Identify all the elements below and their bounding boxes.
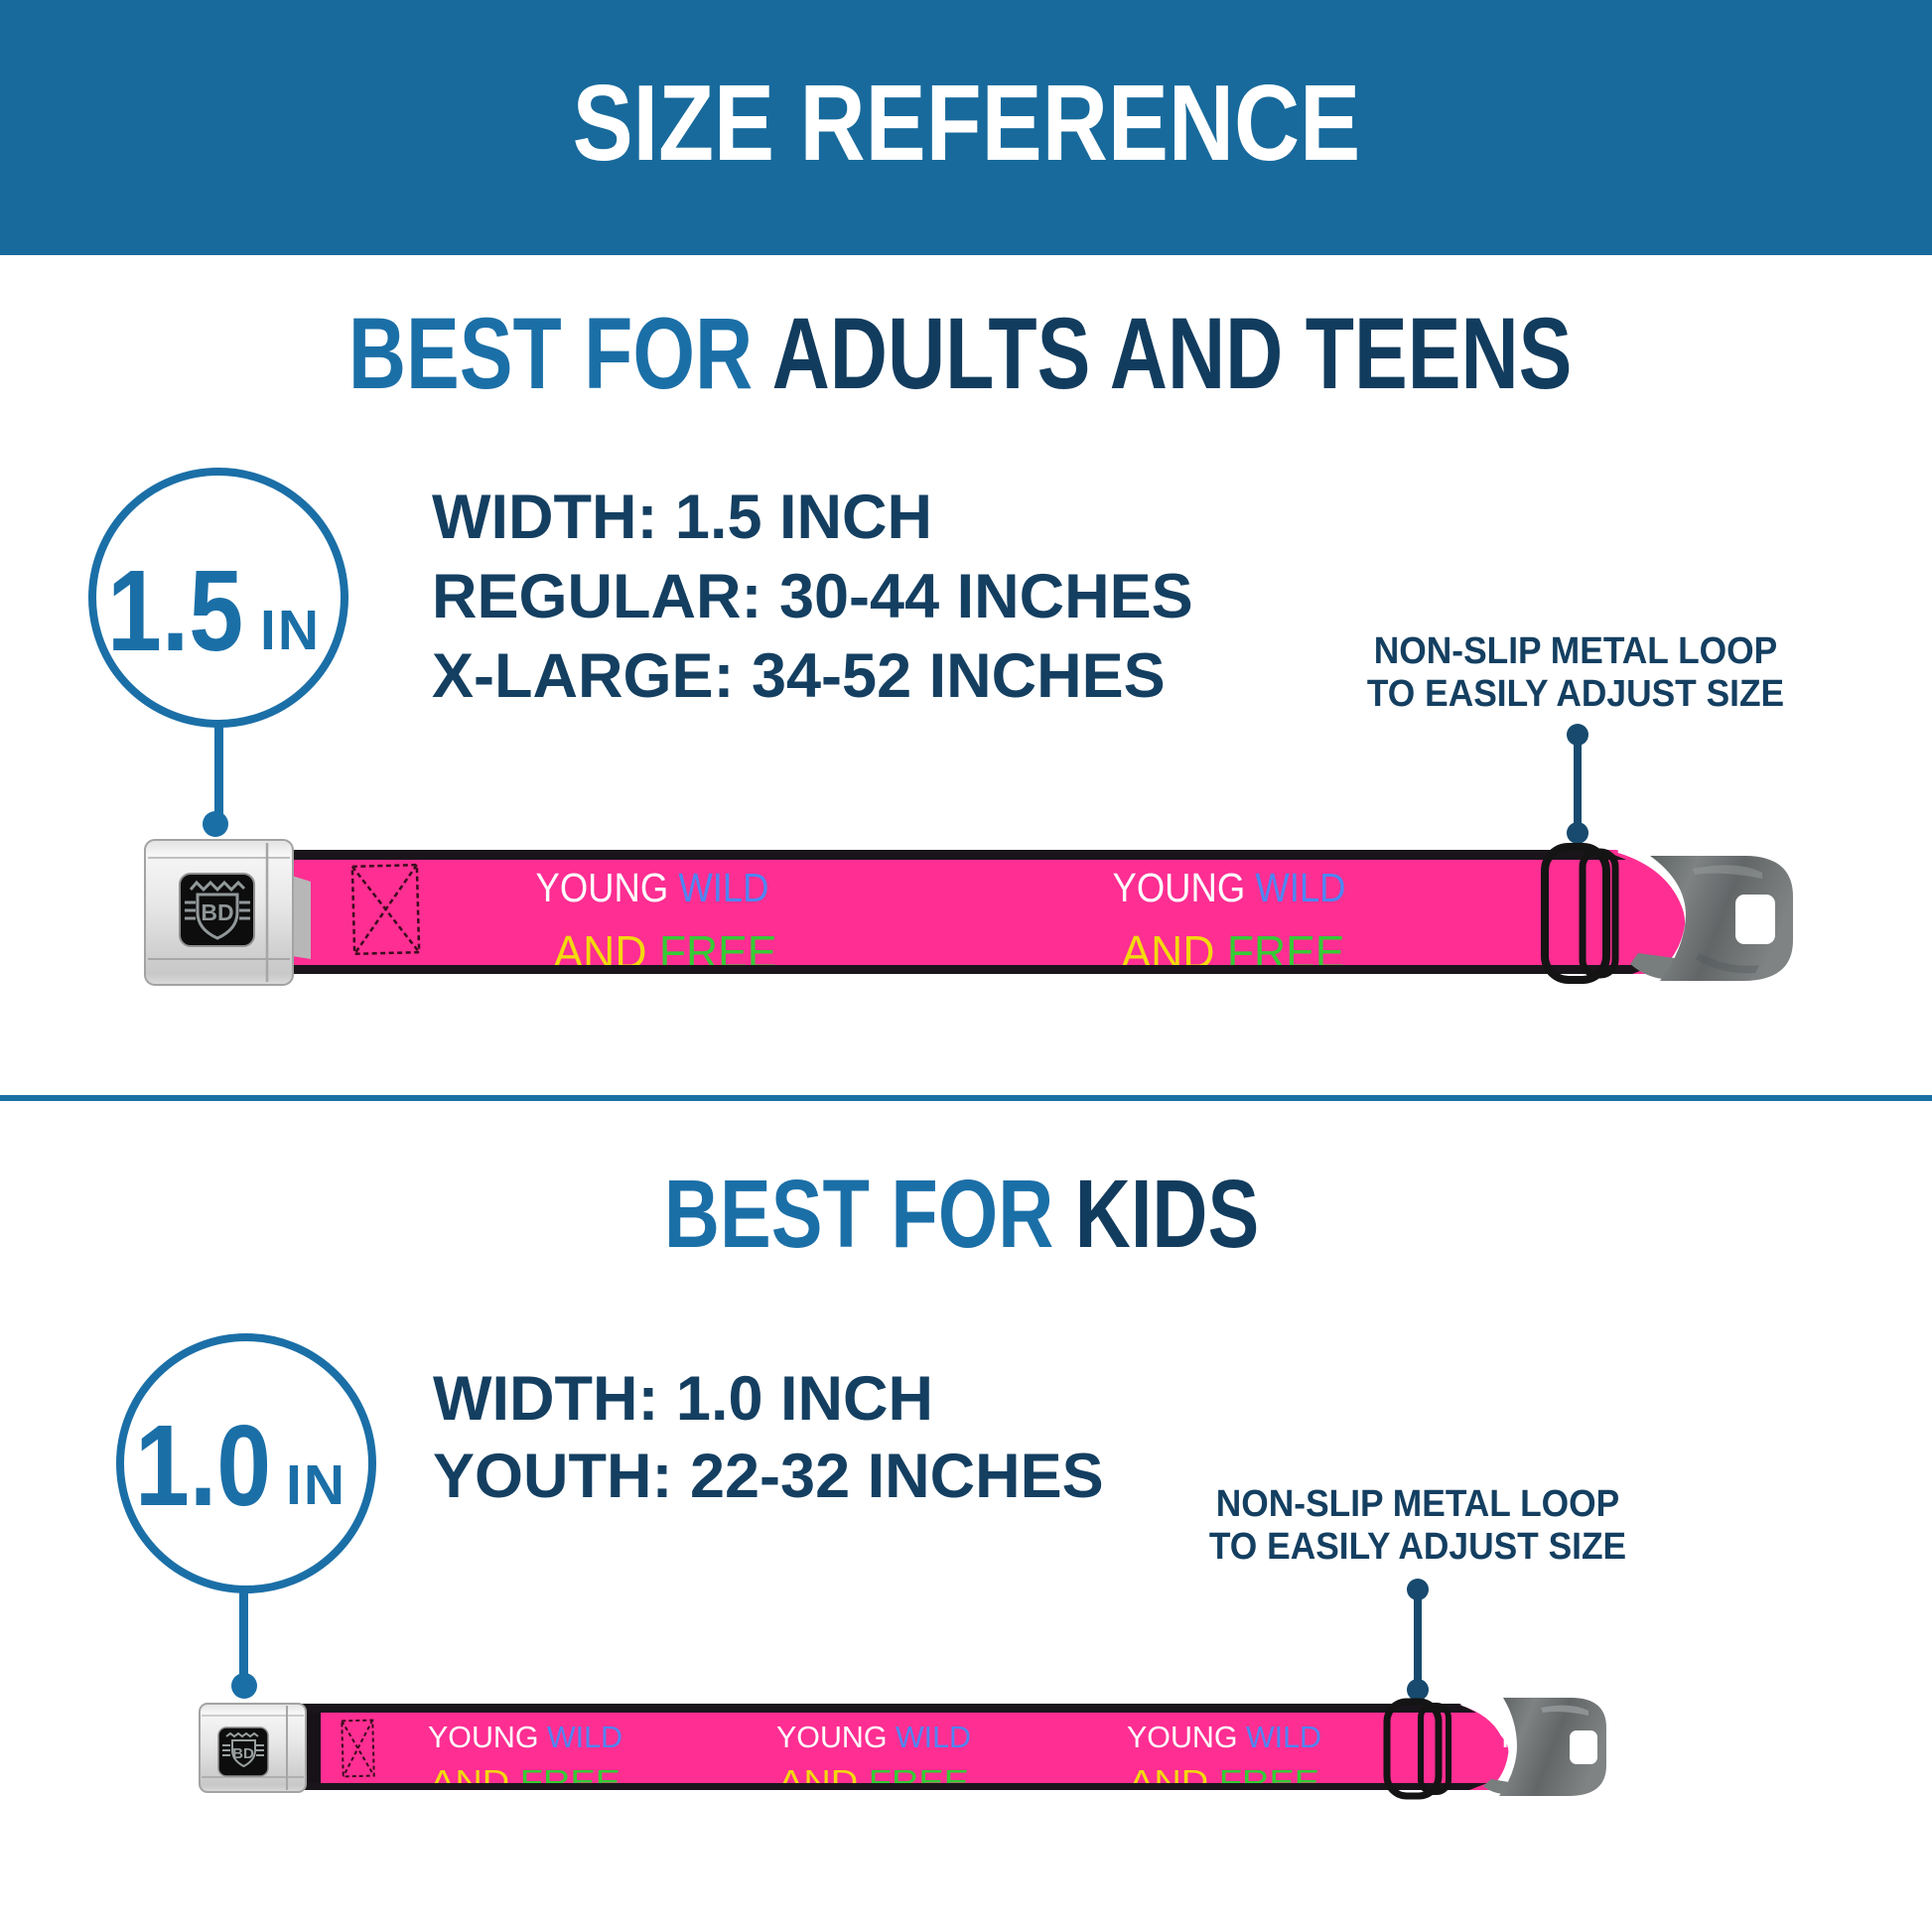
svg-text:AND FREE: AND FREE [1129,1763,1319,1800]
svg-text:YOUNG WILD: YOUNG WILD [1127,1720,1321,1754]
svg-text:YOUNG WILD: YOUNG WILD [776,1720,971,1754]
svg-text:YOUNG WILD: YOUNG WILD [428,1720,622,1754]
svg-text:YOUNG WILD: YOUNG WILD [536,865,769,910]
svg-text:YOUNG WILD: YOUNG WILD [1113,865,1346,910]
svg-text:AND FREE: AND FREE [430,1763,621,1800]
svg-text:AND FREE: AND FREE [778,1763,969,1800]
